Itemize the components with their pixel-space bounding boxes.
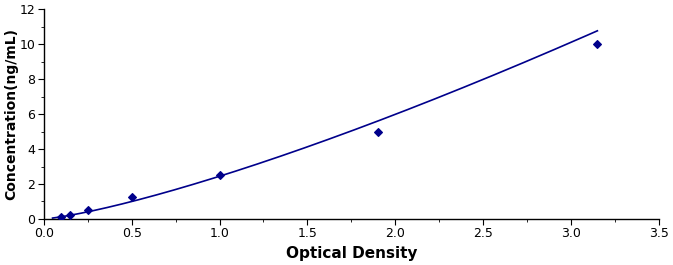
Y-axis label: Concentration(ng/mL): Concentration(ng/mL) xyxy=(4,28,18,200)
X-axis label: Optical Density: Optical Density xyxy=(285,246,417,261)
